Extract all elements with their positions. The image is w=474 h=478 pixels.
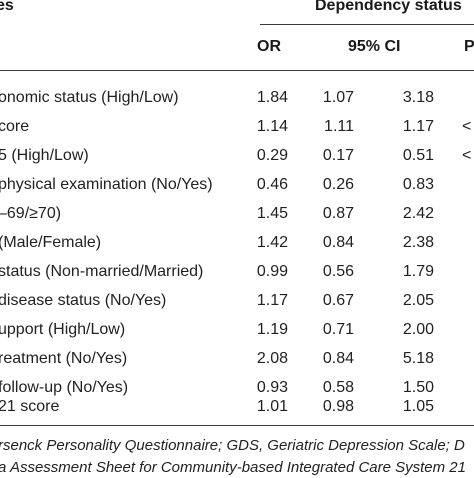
variable-cell: (Male/Female) (0, 234, 102, 251)
or-cell: 1.17 (256, 292, 288, 309)
ci-low-cell: 0.56 (322, 263, 354, 280)
ci-column-header: 95% CI (348, 38, 401, 55)
variable-cell: onomic status (High/Low) (0, 89, 179, 106)
p-cell: < (462, 147, 472, 164)
table-row: status (Non-married/Married) 0.99 0.56 1… (0, 260, 474, 289)
or-cell: 1.42 (256, 234, 288, 251)
or-cell: 2.08 (256, 350, 288, 367)
ci-low-cell: 0.67 (322, 292, 354, 309)
ci-low-cell: 0.98 (322, 398, 354, 415)
or-cell: 0.46 (256, 176, 288, 193)
variable-cell: physical examination (No/Yes) (0, 176, 213, 193)
table-row: 21 score 1.01 0.98 1.05 (0, 395, 474, 424)
ci-high-cell: 0.51 (402, 147, 434, 164)
table-row: follow-up (No/Yes) 0.93 0.58 1.50 (0, 376, 474, 405)
table-row: disease status (No/Yes) 1.17 0.67 2.05 (0, 289, 474, 318)
variables-header: es (0, 0, 14, 14)
or-cell: 0.29 (256, 147, 288, 164)
ci-low-cell: 0.84 (322, 234, 354, 251)
variable-cell: –69/≥70) (0, 205, 62, 222)
ci-low-cell: 1.11 (324, 118, 354, 135)
or-cell: 1.45 (256, 205, 288, 222)
table-row: (Male/Female) 1.42 0.84 2.38 (0, 231, 474, 260)
ci-high-cell: 2.38 (402, 234, 434, 251)
ci-high-cell: 5.18 (402, 350, 434, 367)
ci-high-cell: 2.42 (402, 205, 434, 222)
dependency-status-header: Dependency status (315, 0, 462, 14)
ci-low-cell: 0.71 (322, 321, 354, 338)
ci-high-cell: 3.18 (402, 89, 434, 106)
group-header-rule (260, 24, 474, 25)
ci-high-cell: 1.79 (402, 263, 434, 280)
table-row: physical examination (No/Yes) 0.46 0.26 … (0, 173, 474, 202)
variable-cell: upport (High/Low) (0, 321, 126, 338)
table-row: reatment (No/Yes) 2.08 0.84 5.18 (0, 347, 474, 376)
ci-high-cell: 2.05 (402, 292, 434, 309)
table-row: onomic status (High/Low) 1.84 1.07 3.18 (0, 86, 474, 115)
or-cell: 1.19 (256, 321, 288, 338)
table-row: 5 (High/Low) 0.29 0.17 0.51 < (0, 144, 474, 173)
or-cell: 1.01 (256, 398, 288, 415)
variable-cell: disease status (No/Yes) (0, 292, 167, 309)
or-cell: 0.99 (256, 263, 288, 280)
table-footnote-line-2: a Assessment Sheet for Community-based I… (0, 459, 466, 476)
table-row: –69/≥70) 1.45 0.87 2.42 (0, 202, 474, 231)
ci-low-cell: 0.17 (322, 147, 354, 164)
or-cell: 1.84 (256, 89, 288, 106)
variable-cell: status (Non-married/Married) (0, 263, 204, 280)
ci-low-cell: 1.07 (322, 89, 354, 106)
or-cell: 1.14 (256, 118, 288, 135)
ci-low-cell: 0.84 (322, 350, 354, 367)
ci-high-cell: 0.83 (402, 176, 434, 193)
p-cell: < (462, 118, 472, 135)
ci-low-cell: 0.87 (322, 205, 354, 222)
ci-high-cell: 1.50 (402, 379, 434, 396)
ci-low-cell: 0.58 (322, 379, 354, 396)
table-footnote-line-1: rsenck Personality Questionnaire; GDS, G… (0, 437, 465, 454)
variable-cell: 21 score (0, 398, 60, 415)
or-column-header: OR (257, 38, 281, 55)
variable-cell: 5 (High/Low) (0, 147, 89, 164)
table-row: core 1.14 1.11 1.17 < (0, 115, 474, 144)
variable-cell: core (0, 118, 30, 135)
header-bottom-rule (0, 70, 474, 71)
variable-cell: reatment (No/Yes) (0, 350, 128, 367)
ci-high-cell: 1.17 (402, 118, 434, 135)
p-column-header: P (464, 38, 474, 55)
table-bottom-rule (0, 425, 474, 426)
table-row: upport (High/Low) 1.19 0.71 2.00 (0, 318, 474, 347)
ci-high-cell: 2.00 (402, 321, 434, 338)
or-cell: 0.93 (256, 379, 288, 396)
ci-low-cell: 0.26 (322, 176, 354, 193)
variable-cell: follow-up (No/Yes) (0, 379, 129, 396)
ci-high-cell: 1.05 (402, 398, 434, 415)
